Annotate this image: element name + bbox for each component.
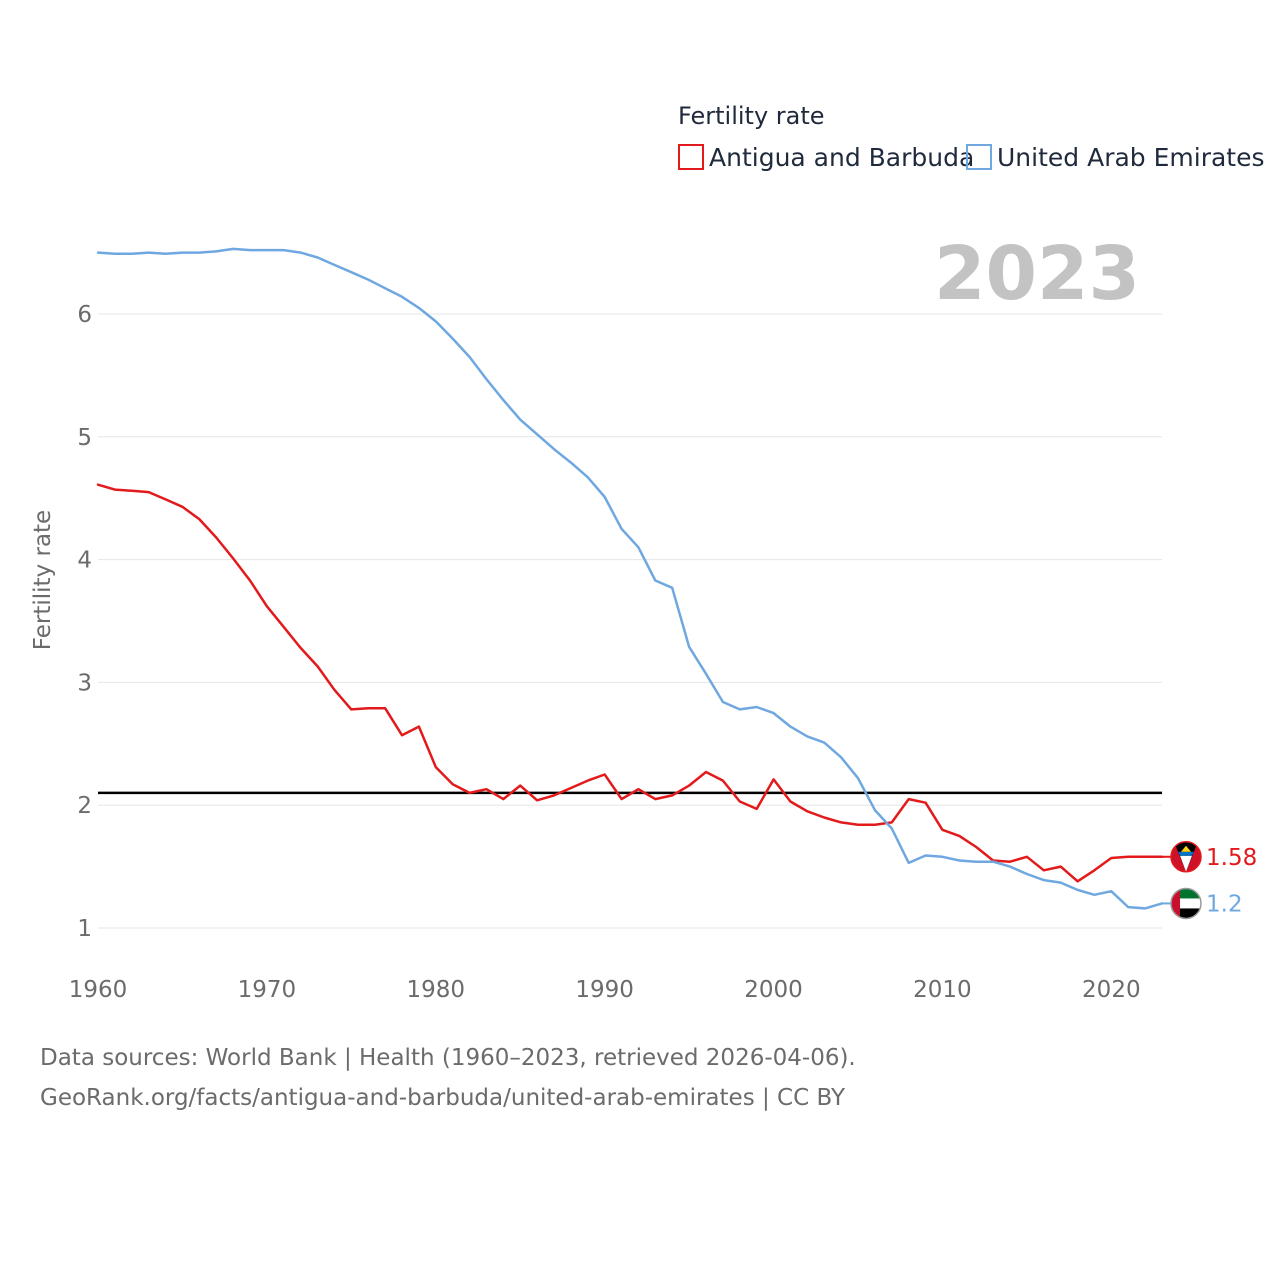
legend-item-uae[interactable]: United Arab Emirates [966,143,1265,172]
series-lines [96,247,1171,910]
x-tick-label-1990: 1990 [575,977,634,1003]
year-label: 2023 [934,231,1140,317]
x-tick-label-1970: 1970 [238,977,297,1003]
x-tick-label-1960: 1960 [69,977,128,1003]
y-tick-label-1: 1 [77,916,92,942]
source-line-1: Data sources: World Bank | Health (1960–… [40,1045,856,1071]
y-axis-ticks: 1 2 3 4 5 6 [77,302,92,942]
legend-swatch-antigua [678,144,704,170]
y-tick-label-6: 6 [77,302,92,328]
end-marker-uae: 1.2 [1170,887,1243,920]
end-label-antigua: 1.58 [1206,845,1257,871]
x-tick-label-2010: 2010 [913,977,972,1003]
legend-title: Fertility rate [678,102,825,130]
series-line-uae [96,247,1164,910]
end-label-uae: 1.2 [1206,891,1243,917]
y-axis-title: Fertility rate [30,510,56,650]
antigua-flag-icon [1171,841,1201,872]
y-tick-label-3: 3 [77,670,92,696]
x-tick-label-2020: 2020 [1082,977,1141,1003]
uae-flag-ring [1170,887,1202,920]
legend: Fertility rate Antigua and Barbuda Unite… [678,102,1265,172]
end-marker-antigua: 1.58 [1170,841,1257,873]
series-line-antigua [96,483,1164,883]
x-tick-label-1980: 1980 [407,977,466,1003]
gridlines [98,313,1162,929]
y-tick-label-2: 2 [77,793,92,819]
uae-flag-icon [1171,888,1201,919]
legend-label-antigua: Antigua and Barbuda [709,143,974,172]
y-tick-label-4: 4 [77,548,92,574]
antigua-flag-ring [1170,841,1202,873]
legend-label-uae: United Arab Emirates [997,143,1265,172]
y-tick-label-5: 5 [77,425,92,451]
legend-item-antigua[interactable]: Antigua and Barbuda [678,143,974,172]
x-tick-label-2000: 2000 [744,977,803,1003]
legend-swatch-uae [966,144,992,170]
x-axis-ticks: 1960 1970 1980 1990 2000 2010 2020 [69,977,1141,1003]
source-line-2[interactable]: GeoRank.org/facts/antigua-and-barbuda/un… [40,1085,846,1111]
